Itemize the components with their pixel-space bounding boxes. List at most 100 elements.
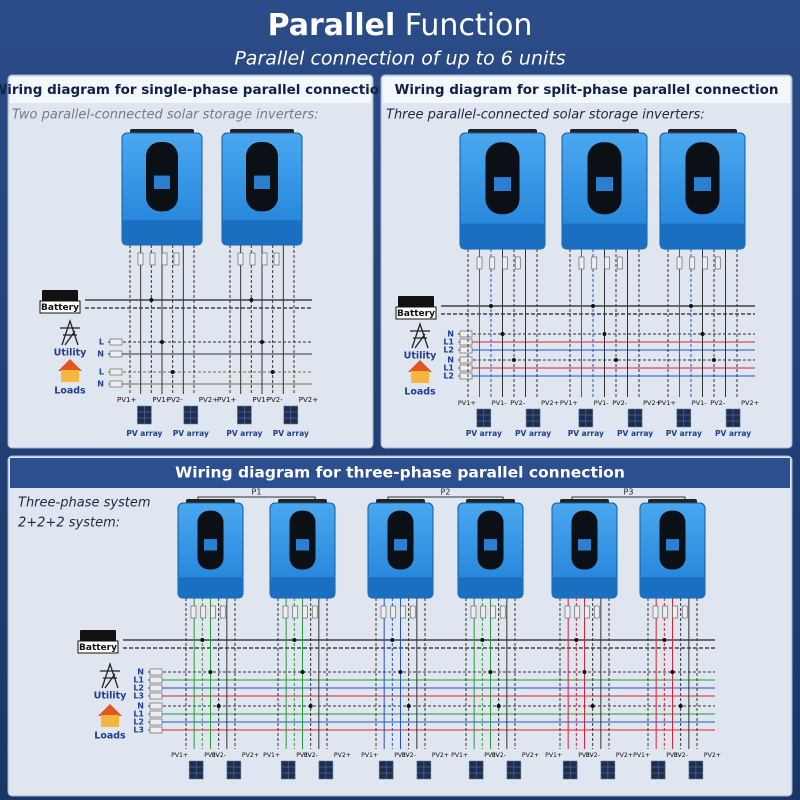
breaker: [652, 605, 659, 619]
solar-grid: [226, 761, 241, 779]
solar-grid: [416, 761, 431, 779]
breaker: [249, 252, 256, 266]
pv-array-label: PV array: [273, 429, 309, 438]
utility-icon: [100, 661, 120, 689]
phase-group-label: P3: [624, 488, 634, 497]
junction: [500, 332, 505, 336]
breaker: [200, 605, 207, 619]
breaker: [584, 605, 590, 619]
pv-terminal-label: PV2-: [586, 752, 600, 759]
title-rest: Function: [405, 8, 533, 43]
panel-heading: Wiring diagram for single-phase parallel…: [0, 82, 389, 98]
panel: Wiring diagram for split-phase parallel …: [380, 74, 793, 449]
utility-line-label: L2: [133, 684, 144, 693]
pv-terminal-label: PV1-: [394, 752, 408, 759]
pv-terminal-label: PV2+: [199, 396, 218, 404]
breaker: [459, 372, 473, 380]
utility-line-label: N: [97, 350, 104, 359]
panel-header: [10, 458, 790, 488]
junction: [406, 704, 411, 708]
battery-label-box: [77, 640, 119, 654]
solar-grid: [676, 409, 691, 427]
breaker: [514, 256, 521, 270]
pv-terminal-label: PV1-: [484, 752, 498, 759]
junction: [700, 332, 705, 336]
breaker: [459, 338, 473, 346]
junction: [591, 304, 595, 308]
solar-grid: [189, 761, 204, 779]
inverter-screen: [694, 177, 711, 191]
breaker: [489, 256, 496, 270]
solar-grid: [283, 406, 298, 424]
breaker: [409, 605, 416, 619]
junction: [270, 370, 275, 374]
junction: [149, 298, 154, 302]
breaker: [219, 605, 226, 619]
breaker: [459, 364, 473, 372]
load-line-label: N: [137, 702, 144, 711]
solar-grid: [183, 406, 198, 424]
loads-icon-roof: [408, 360, 432, 372]
pv-terminal-label: PV2+: [334, 752, 351, 759]
junction: [512, 358, 516, 362]
breaker: [470, 605, 477, 619]
junction: [496, 704, 501, 708]
breaker: [137, 252, 144, 266]
utility-line-label: N: [137, 668, 144, 677]
breaker: [149, 676, 163, 684]
pv-array-label: PV array: [466, 429, 502, 438]
title: Parallel Function: [268, 8, 533, 43]
pv-terminal-label: PV2-: [710, 399, 726, 407]
solar-grid: [506, 761, 521, 779]
breaker: [564, 605, 571, 619]
junction: [480, 638, 485, 642]
breaker: [149, 252, 156, 266]
breaker: [149, 668, 163, 676]
pv-terminal-label: PV1-: [252, 396, 268, 404]
loads-icon-roof: [98, 704, 122, 716]
pv-terminal-label: PV1-: [296, 752, 310, 759]
pv-terminal-label: PV2+: [432, 752, 449, 759]
panel-caption: Three parallel-connected solar storage i…: [386, 108, 705, 123]
pv-terminal-label: PV1+: [560, 399, 578, 407]
breaker: [476, 256, 483, 270]
pv-terminal-label: PV2-: [212, 752, 226, 759]
breaker: [390, 605, 397, 619]
pv-terminal-label: PV1+: [117, 396, 136, 404]
pv-terminal-label: PV1+: [217, 396, 236, 404]
battery-label-box: [395, 306, 437, 320]
loads-icon-roof: [58, 359, 82, 371]
solar-grid: [651, 761, 666, 779]
pv-terminal-label: PV2-: [402, 752, 416, 759]
load-line-label: L2: [443, 372, 454, 381]
pv-terminal-label: PV1+: [458, 399, 476, 407]
inverter-screen: [394, 539, 407, 551]
breaker: [676, 256, 683, 270]
junction: [590, 704, 595, 708]
inverter-base: [178, 577, 243, 598]
solar-grid: [476, 409, 491, 427]
utility-icon: [60, 318, 80, 346]
inverter-base: [368, 577, 433, 598]
inverter-base: [270, 577, 335, 598]
pv-array-label: PV array: [715, 429, 751, 438]
breaker: [380, 605, 387, 619]
pv-array-label: PV array: [568, 429, 604, 438]
junction: [614, 358, 618, 362]
pv-terminal-label: PV2-: [492, 752, 506, 759]
junction: [170, 370, 175, 374]
utility-line-label: L1: [133, 676, 144, 685]
solar-grid: [379, 761, 394, 779]
panel: Wiring diagram for three-phase parallel …: [7, 455, 793, 797]
junction: [308, 704, 313, 708]
breaker: [578, 256, 585, 270]
inverter-screen: [666, 539, 679, 551]
breaker: [161, 252, 168, 266]
junction: [390, 638, 395, 642]
load-line-label: L1: [133, 710, 144, 719]
pv-terminal-label: PV2-: [510, 399, 526, 407]
breaker: [311, 605, 318, 619]
pv-terminal-label: PV1+: [545, 752, 562, 759]
utility-label: Utility: [54, 348, 88, 359]
